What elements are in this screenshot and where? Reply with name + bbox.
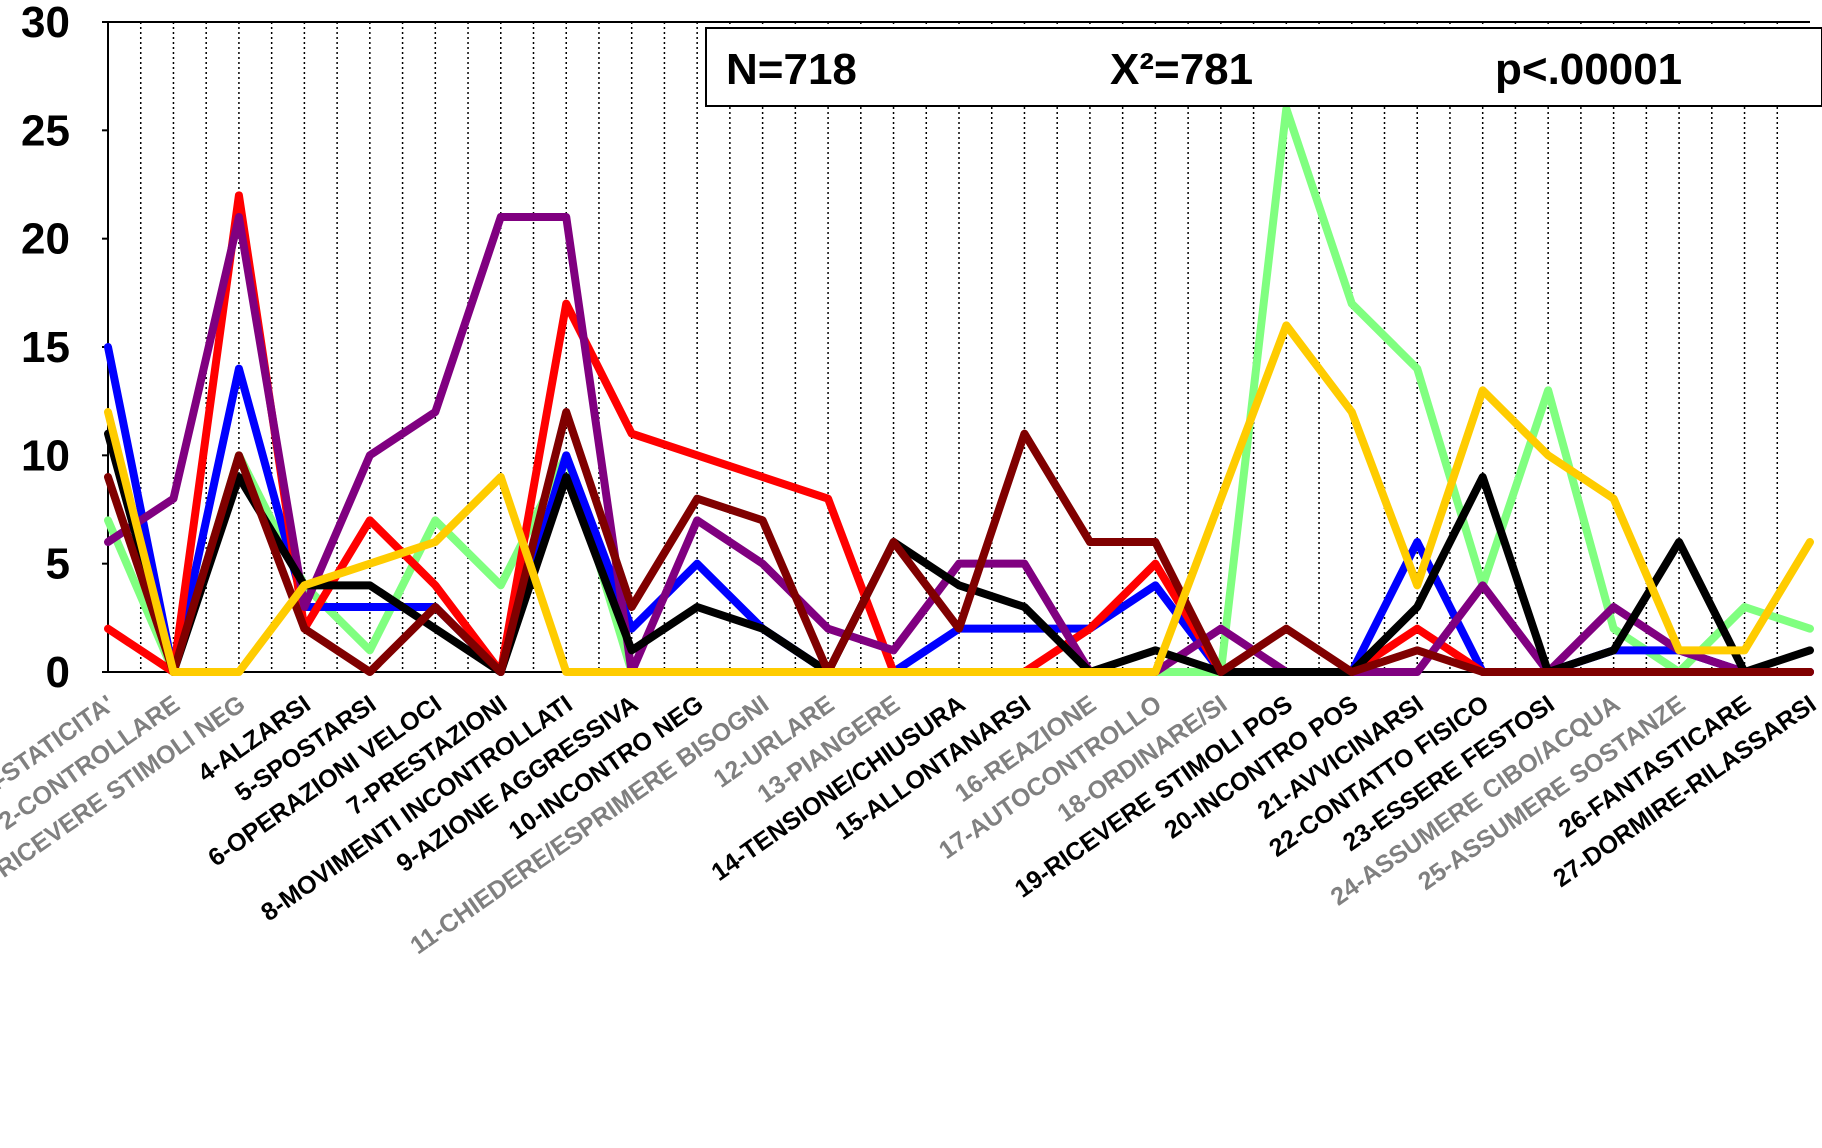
stats-box: N=718 X²=781 p<.00001 [705, 27, 1822, 107]
y-tick-label: 25 [21, 106, 70, 155]
series-lines [104, 104, 1814, 676]
stat-p-value: p<.00001 [1495, 45, 1682, 94]
y-tick-label: 0 [46, 648, 70, 697]
y-axis-ticks: 0 5 10 15 20 25 30 [21, 0, 108, 697]
vertical-gridlines [139, 22, 1779, 672]
y-tick-label: 15 [21, 323, 70, 372]
series-line-6 [104, 408, 1814, 676]
y-tick-label: 20 [21, 215, 70, 264]
series-line-5 [104, 429, 1814, 676]
y-tick-label: 30 [21, 0, 70, 47]
series-line-4 [104, 213, 1814, 676]
stat-n: N=718 [726, 45, 857, 94]
stats-box-frame [705, 27, 1822, 107]
y-tick-label: 10 [21, 431, 70, 480]
y-tick-label: 5 [46, 540, 70, 589]
series-line-7 [104, 321, 1814, 676]
stat-chi-square: X²=781 [1110, 45, 1253, 94]
